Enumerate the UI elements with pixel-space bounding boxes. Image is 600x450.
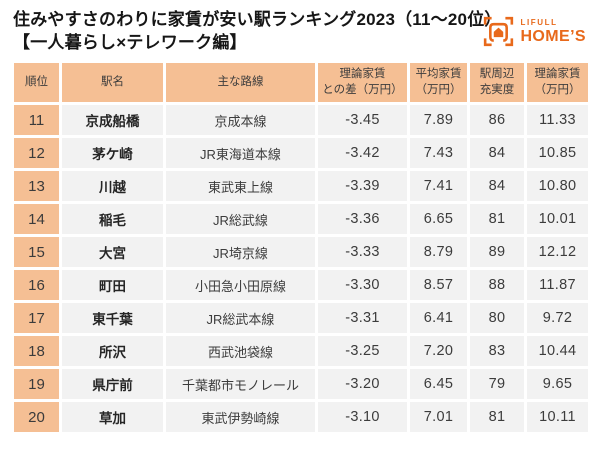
theoretical-rent-cell: 12.12 [527, 237, 588, 268]
table-row: 19 県庁前 千葉都市モノレール -3.20 6.45 79 9.65 [14, 369, 588, 400]
theoretical-rent-cell: 10.85 [527, 138, 588, 169]
rank-cell: 17 [14, 303, 59, 334]
rent-diff-cell: -3.45 [318, 105, 407, 136]
top-bar: 住みやすさのわりに家賃が安い駅ランキング2023（11～20位） 【一人暮らし×… [13, 9, 588, 54]
avg-rent-cell: 6.45 [410, 369, 467, 400]
col-header-avg-rent: 平均家賃 （万円） [410, 63, 467, 103]
theoretical-rent-cell: 10.01 [527, 204, 588, 235]
page-title-line-2: 【一人暮らし×テレワーク編】 [13, 32, 247, 52]
lines-cell: JR東海道本線 [166, 138, 315, 169]
rank-cell: 11 [14, 105, 59, 136]
col-header-rank: 順位 [14, 63, 59, 103]
rent-diff-cell: -3.20 [318, 369, 407, 400]
rent-diff-cell: -3.10 [318, 402, 407, 433]
table-row: 12 茅ケ崎 JR東海道本線 -3.42 7.43 84 10.85 [14, 138, 588, 169]
rank-cell: 16 [14, 270, 59, 301]
table-row: 13 川越 東武東上線 -3.39 7.41 84 10.80 [14, 171, 588, 202]
rank-cell: 18 [14, 336, 59, 367]
area-score-cell: 81 [470, 402, 524, 433]
rank-cell: 13 [14, 171, 59, 202]
rent-diff-cell: -3.42 [318, 138, 407, 169]
lines-cell: JR総武本線 [166, 303, 315, 334]
theoretical-rent-cell: 10.80 [527, 171, 588, 202]
lines-cell: 小田急小田原線 [166, 270, 315, 301]
logo-lifull-text: LIFULL [520, 17, 558, 27]
col-header-theoretical-rent: 理論家賃 （万円） [527, 63, 588, 103]
ranking-table: 順位 駅名 主な路線 理論家賃 との差（万円） 平均家賃 （万円） 駅周辺 充実… [11, 60, 591, 435]
station-cell: 茅ケ崎 [62, 138, 163, 169]
area-score-cell: 89 [470, 237, 524, 268]
rent-diff-cell: -3.30 [318, 270, 407, 301]
lines-cell: 京成本線 [166, 105, 315, 136]
station-cell: 川越 [62, 171, 163, 202]
col-header-station: 駅名 [62, 63, 163, 103]
area-score-cell: 88 [470, 270, 524, 301]
rent-diff-cell: -3.31 [318, 303, 407, 334]
lifull-homes-logo: LIFULL HOME’S [483, 16, 586, 47]
title-block: 住みやすさのわりに家賃が安い駅ランキング2023（11～20位） 【一人暮らし×… [13, 9, 502, 54]
table-row: 16 町田 小田急小田原線 -3.30 8.57 88 11.87 [14, 270, 588, 301]
area-score-cell: 81 [470, 204, 524, 235]
station-cell: 所沢 [62, 336, 163, 367]
theoretical-rent-cell: 11.87 [527, 270, 588, 301]
area-score-cell: 84 [470, 171, 524, 202]
table-row: 20 草加 東武伊勢崎線 -3.10 7.01 81 10.11 [14, 402, 588, 433]
area-score-cell: 84 [470, 138, 524, 169]
table-row: 15 大宮 JR埼京線 -3.33 8.79 89 12.12 [14, 237, 588, 268]
area-score-cell: 83 [470, 336, 524, 367]
theoretical-rent-cell: 10.11 [527, 402, 588, 433]
lines-cell: JR埼京線 [166, 237, 315, 268]
rank-cell: 20 [14, 402, 59, 433]
station-cell: 京成船橋 [62, 105, 163, 136]
avg-rent-cell: 8.57 [410, 270, 467, 301]
page-title-line-1: 住みやすさのわりに家賃が安い駅ランキング2023（11～20位） [13, 10, 502, 29]
table-row: 14 稲毛 JR総武線 -3.36 6.65 81 10.01 [14, 204, 588, 235]
avg-rent-cell: 7.43 [410, 138, 467, 169]
table-header-row: 順位 駅名 主な路線 理論家賃 との差（万円） 平均家賃 （万円） 駅周辺 充実… [14, 63, 588, 103]
lines-cell: 東武東上線 [166, 171, 315, 202]
rent-diff-cell: -3.33 [318, 237, 407, 268]
theoretical-rent-cell: 11.33 [527, 105, 588, 136]
station-cell: 草加 [62, 402, 163, 433]
rent-diff-cell: -3.39 [318, 171, 407, 202]
station-cell: 東千葉 [62, 303, 163, 334]
rank-cell: 19 [14, 369, 59, 400]
area-score-cell: 79 [470, 369, 524, 400]
theoretical-rent-cell: 9.72 [527, 303, 588, 334]
lines-cell: 西武池袋線 [166, 336, 315, 367]
station-cell: 稲毛 [62, 204, 163, 235]
theoretical-rent-cell: 9.65 [527, 369, 588, 400]
col-header-rent-diff: 理論家賃 との差（万円） [318, 63, 407, 103]
rank-cell: 14 [14, 204, 59, 235]
col-header-lines: 主な路線 [166, 63, 315, 103]
lines-cell: 東武伊勢崎線 [166, 402, 315, 433]
rank-cell: 15 [14, 237, 59, 268]
area-score-cell: 80 [470, 303, 524, 334]
lines-cell: JR総武線 [166, 204, 315, 235]
avg-rent-cell: 8.79 [410, 237, 467, 268]
avg-rent-cell: 6.41 [410, 303, 467, 334]
avg-rent-cell: 6.65 [410, 204, 467, 235]
lines-cell: 千葉都市モノレール [166, 369, 315, 400]
station-cell: 町田 [62, 270, 163, 301]
area-score-cell: 86 [470, 105, 524, 136]
avg-rent-cell: 7.20 [410, 336, 467, 367]
col-header-area-score: 駅周辺 充実度 [470, 63, 524, 103]
logo-homes-text: HOME’S [520, 27, 586, 45]
avg-rent-cell: 7.89 [410, 105, 467, 136]
rent-diff-cell: -3.36 [318, 204, 407, 235]
rent-diff-cell: -3.25 [318, 336, 407, 367]
theoretical-rent-cell: 10.44 [527, 336, 588, 367]
table-row: 18 所沢 西武池袋線 -3.25 7.20 83 10.44 [14, 336, 588, 367]
station-cell: 大宮 [62, 237, 163, 268]
logo-wordmark: LIFULL HOME’S [520, 17, 586, 45]
table-row: 11 京成船橋 京成本線 -3.45 7.89 86 11.33 [14, 105, 588, 136]
avg-rent-cell: 7.41 [410, 171, 467, 202]
table-row: 17 東千葉 JR総武本線 -3.31 6.41 80 9.72 [14, 303, 588, 334]
station-cell: 県庁前 [62, 369, 163, 400]
rank-cell: 12 [14, 138, 59, 169]
avg-rent-cell: 7.01 [410, 402, 467, 433]
home-brackets-icon [483, 16, 514, 47]
